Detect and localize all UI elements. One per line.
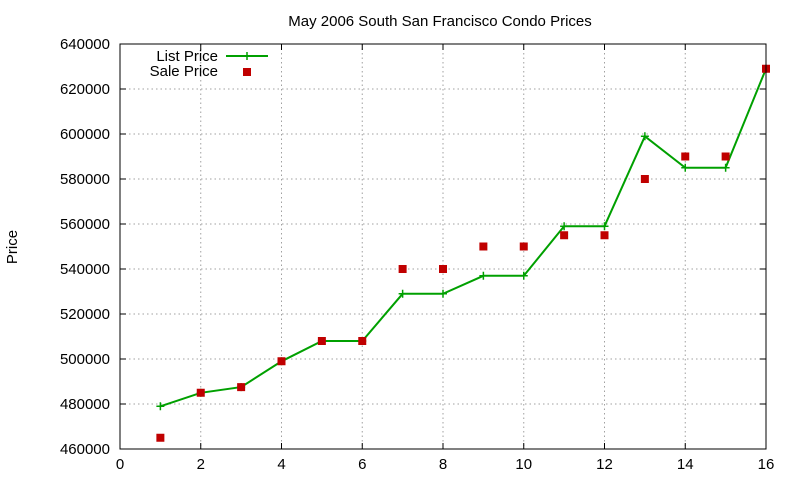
sale-price-point [317,337,326,345]
sale-price-point [156,433,165,442]
x-tick-label: 4 [277,456,285,473]
list-price-point [640,132,649,141]
sale-price-point [681,152,690,161]
list-price-point [479,271,488,280]
sale-price-point [640,175,649,183]
x-tick-label: 0 [116,456,124,473]
legend-marker-sale-price [243,68,251,76]
sale-price-point [721,152,730,161]
sale-price-point [398,265,407,273]
x-tick-label: 2 [197,456,205,473]
grid [120,44,766,449]
list-price-point [398,289,407,298]
sale-price-point [519,242,528,251]
y-tick-label: 480000 [60,396,110,413]
chart-title: May 2006 South San Francisco Condo Price… [288,13,592,30]
y-tick-label: 520000 [60,306,110,323]
x-tick-label: 14 [677,456,694,473]
list-price-point [721,163,730,172]
sale-price-point [358,337,367,345]
x-tick-label: 12 [596,456,613,473]
x-tick-label: 16 [758,456,775,473]
y-tick-label: 500000 [60,351,110,368]
list-price-point [681,163,690,172]
list-price-point [560,222,569,231]
list-price-point [519,271,528,280]
sale-price-point [600,231,609,240]
plot-frame [119,43,767,450]
sale-price-point [277,357,286,366]
legend-marker-list-price [243,52,251,60]
x-tick-label: 10 [515,456,532,473]
y-tick-label: 540000 [60,261,110,278]
list-price-point [439,289,447,298]
y-tick-label: 560000 [60,216,110,233]
y-tick-label: 580000 [60,171,110,188]
y-tick-label: 620000 [60,81,110,98]
legend-label-list-price: List Price [156,48,218,65]
y-tick-label: 600000 [60,126,110,143]
sale-price-point [196,388,205,397]
sale-price-point [560,231,569,240]
y-axis-label: Price [4,230,21,264]
list-price-point [600,222,609,231]
axis-ticks: 460000 480000 500000 520000 540000 560000 5800… [60,36,774,473]
list-price-point [156,402,165,411]
sale-price-point [237,383,246,392]
sale-price-point [439,265,447,273]
y-tick-label: 640000 [60,36,110,53]
list-price-line [160,68,767,408]
sale-price-point [479,242,488,251]
y-tick-label: 460000 [60,441,110,458]
x-tick-label: 8 [439,456,447,473]
plot-area [156,64,770,442]
legend-label-sale-price: Sale Price [150,63,218,80]
x-tick-label: 6 [358,456,366,473]
